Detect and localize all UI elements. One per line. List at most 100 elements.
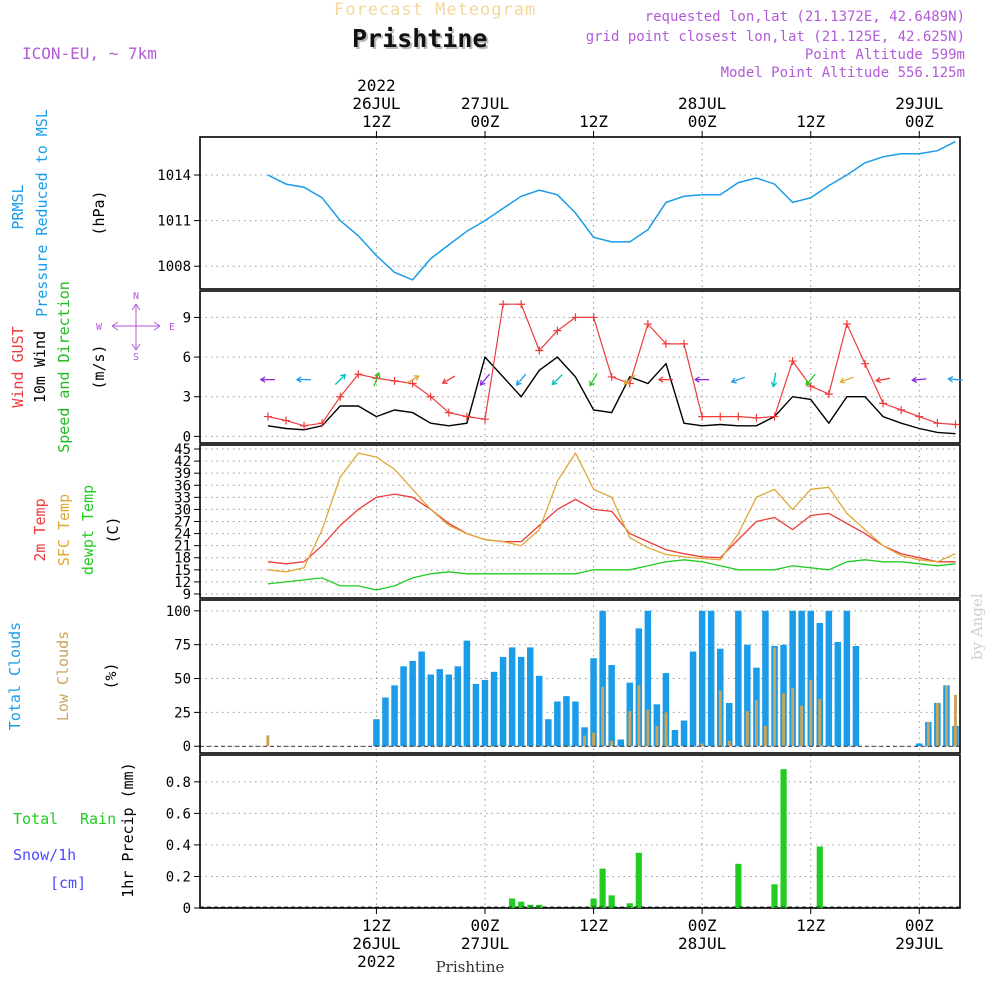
- top-time-label: 27JUL: [461, 94, 509, 113]
- y-tick-label: 39: [174, 466, 191, 482]
- bottom-time-label: 12Z: [362, 916, 391, 935]
- precip-bar: [527, 904, 534, 908]
- y-tick-label: 33: [174, 490, 191, 506]
- panel-frame: [199, 599, 961, 754]
- total-cloud-bar: [825, 610, 833, 747]
- precip-bar: [599, 868, 606, 908]
- gust-marker: [517, 300, 526, 309]
- wind-direction-arrow: [406, 375, 420, 384]
- total-cloud-bar: [852, 646, 860, 747]
- gust-marker: [643, 320, 652, 329]
- precip-bar: [626, 903, 633, 908]
- low-cloud-bar: [818, 698, 822, 747]
- total-cloud-bar: [391, 685, 398, 747]
- wind-gust-line: [267, 303, 956, 427]
- bottom-time-label: 28JUL: [678, 934, 726, 953]
- total-cloud-bar: [409, 660, 416, 747]
- wind-direction-label: Speed and Direction: [55, 281, 73, 453]
- total-cloud-bar: [445, 674, 453, 747]
- total-cloud-bar: [554, 701, 561, 747]
- y-tick-label: 100: [166, 604, 191, 620]
- total-cloud-bar: [798, 610, 805, 747]
- y-tick-label: 1014: [157, 168, 191, 184]
- total-cloud-bar: [517, 656, 525, 747]
- low-cloud-bar: [926, 721, 930, 747]
- total-cloud-bar: [726, 702, 733, 747]
- gust-marker: [861, 359, 869, 368]
- low-cloud-bar: [791, 688, 795, 747]
- bottom-time-label: 00Z: [471, 916, 500, 935]
- pressure-short-label: PRMSL: [9, 184, 27, 229]
- panel-clouds: 0 25 50 75 100: [166, 599, 961, 755]
- total-cloud-bar: [499, 656, 507, 747]
- low-cloud-bar: [954, 694, 957, 747]
- total-cloud-bar: [508, 647, 516, 747]
- y-tick-label: 0.4: [166, 838, 191, 854]
- gust-marker: [951, 420, 960, 429]
- gust-marker: [444, 408, 453, 417]
- gust-marker: [553, 326, 562, 335]
- location-title: Prishtine: [352, 24, 488, 53]
- total-cloud-bar: [680, 720, 688, 747]
- y-tick-label: 36: [174, 478, 191, 494]
- low-cloud-bar: [935, 702, 939, 747]
- total-cloud-bar: [834, 642, 842, 747]
- gust-marker: [535, 346, 544, 355]
- wind-direction-arrow: [295, 376, 311, 383]
- y-tick-label: 75: [174, 638, 191, 654]
- gust-marker: [897, 405, 906, 414]
- wind-direction-arrow: [839, 376, 854, 384]
- low-cloud-bar: [646, 709, 650, 747]
- gust-marker: [770, 412, 779, 421]
- total-cloud-bar: [807, 610, 814, 747]
- total-cloud-bar: [536, 675, 543, 747]
- wind-direction-arrow: [551, 374, 563, 386]
- requested-coords: requested lon,lat (21.1372E, 42.6489N): [644, 9, 965, 25]
- total-cloud-bar: [418, 651, 425, 747]
- wind-direction-arrow: [911, 376, 927, 384]
- low-cloud-bar: [718, 690, 722, 747]
- precip-rain-label: Rain: [80, 810, 116, 828]
- precip-bar: [518, 901, 525, 908]
- low-cloud-bar: [637, 685, 641, 747]
- temp-series-1: [267, 451, 956, 573]
- low-cloud-bar: [664, 712, 668, 747]
- total-cloud-bar: [617, 739, 624, 747]
- gust-marker: [408, 379, 417, 388]
- y-tick-label: 0: [183, 429, 191, 445]
- model-label: ICON-EU, ~ 7km: [22, 44, 157, 63]
- gust-marker: [842, 320, 851, 329]
- wind-direction-arrow: [770, 372, 778, 388]
- bottom-time-label: 26JUL: [352, 934, 400, 953]
- wind-speed-line: [267, 355, 956, 435]
- panel-frame: [199, 290, 961, 444]
- bottom-location-label: Prishtine: [436, 958, 505, 976]
- y-tick-label: 15: [174, 563, 191, 579]
- total-cloud-bar: [662, 673, 670, 747]
- total-cloud-bar: [436, 669, 443, 747]
- y-tick-label: 45: [174, 442, 191, 458]
- y-tick-label: 24: [174, 527, 191, 543]
- gust-marker: [734, 412, 743, 421]
- gust-marker: [824, 390, 833, 399]
- temp-sfc-label: SFC Temp: [55, 494, 73, 566]
- precip-bar: [608, 895, 615, 908]
- pressure-title: Pressure Reduced to MSL: [33, 109, 51, 317]
- panel-frame: [199, 136, 961, 290]
- total-clouds-label: Total Clouds: [6, 622, 24, 730]
- bottom-time-label: 2022: [357, 952, 396, 971]
- bottom-time-label: 00Z: [688, 916, 717, 935]
- temp-2m-label: 2m Temp: [31, 498, 49, 561]
- wind-direction-arrow: [373, 371, 381, 387]
- top-time-label: 00Z: [471, 112, 500, 131]
- pressure-line: [267, 140, 956, 281]
- point-altitude: Point Altitude 599m: [804, 47, 965, 63]
- gust-marker: [336, 392, 345, 401]
- top-time-label: 29JUL: [895, 94, 943, 113]
- low-clouds-label: Low Clouds: [54, 631, 72, 721]
- y-tick-label: 30: [174, 502, 191, 518]
- low-cloud-bar: [655, 725, 659, 747]
- y-tick-label: 0.6: [166, 806, 191, 822]
- wind-direction-arrow: [589, 373, 598, 387]
